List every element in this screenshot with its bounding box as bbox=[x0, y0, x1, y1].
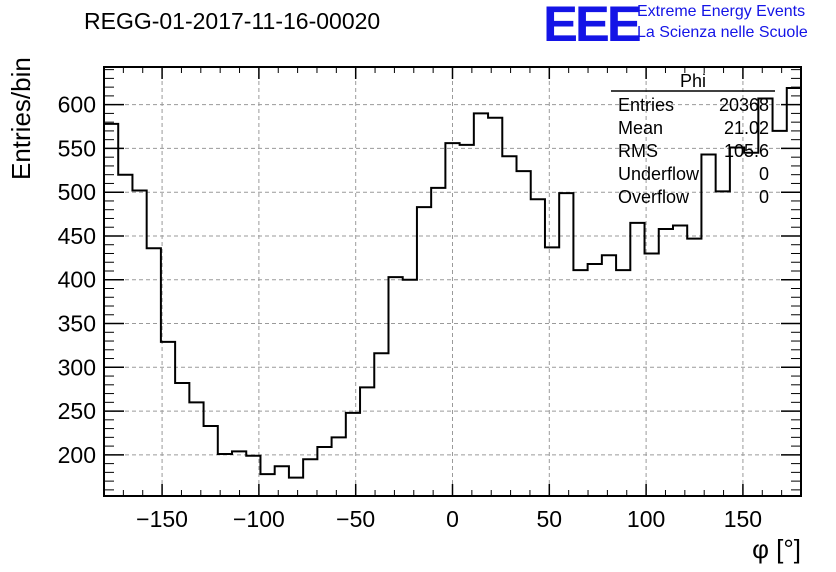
y-tick-label: 200 bbox=[58, 442, 96, 468]
logo-line-1: Extreme Energy Events bbox=[637, 3, 806, 20]
stats-label: RMS bbox=[618, 141, 658, 161]
axis-ticks bbox=[103, 67, 802, 496]
x-tick-label: 150 bbox=[724, 506, 762, 532]
x-tick-label: −100 bbox=[233, 506, 285, 532]
y-tick-label: 400 bbox=[58, 267, 96, 293]
stats-title: Phi bbox=[680, 71, 706, 91]
y-tick-label: 550 bbox=[58, 135, 96, 161]
logo-line-2: La Scienza nelle Scuole bbox=[637, 24, 808, 41]
stats-rows: Entries 20368 Mean 21.02 RMS 105.6 Underflow 0 O… bbox=[618, 95, 769, 207]
x-tick-label: 100 bbox=[627, 506, 665, 532]
stats-value: 105.6 bbox=[724, 141, 769, 161]
grid-lines bbox=[104, 67, 801, 496]
y-tick-labels: 200 250 300 350 400 450 500 550 600 bbox=[58, 92, 96, 468]
y-tick-label: 500 bbox=[58, 179, 96, 205]
y-tick-label: 600 bbox=[58, 92, 96, 118]
stats-label: Mean bbox=[618, 118, 663, 138]
x-tick-label: 50 bbox=[537, 506, 563, 532]
y-tick-label: 300 bbox=[58, 354, 96, 380]
x-tick-label: −50 bbox=[336, 506, 375, 532]
stats-value: 0 bbox=[759, 164, 769, 184]
x-tick-label: 0 bbox=[446, 506, 459, 532]
x-tick-label: −150 bbox=[136, 506, 188, 532]
stats-value: 0 bbox=[759, 187, 769, 207]
histogram-series-line bbox=[104, 87, 801, 479]
eee-logo: EEE bbox=[543, 0, 642, 52]
stats-label: Underflow bbox=[618, 164, 700, 184]
y-axis-label: Entries/bin bbox=[6, 57, 36, 180]
y-tick-label: 250 bbox=[58, 398, 96, 424]
chart-title: REGG-01-2017-11-16-00020 bbox=[84, 8, 381, 34]
stats-label: Entries bbox=[618, 95, 674, 115]
stats-box: Phi Entries 20368 Mean 21.02 RMS 105.6 Underfl… bbox=[611, 71, 775, 207]
x-axis-label: φ [°] bbox=[752, 534, 801, 564]
stats-label: Overflow bbox=[618, 187, 690, 207]
x-tick-labels: −150 −100 −50 0 50 100 150 bbox=[136, 506, 762, 532]
y-tick-label: 450 bbox=[58, 223, 96, 249]
stats-value: 20368 bbox=[719, 95, 769, 115]
y-tick-label: 350 bbox=[58, 311, 96, 337]
stats-value: 21.02 bbox=[724, 118, 769, 138]
